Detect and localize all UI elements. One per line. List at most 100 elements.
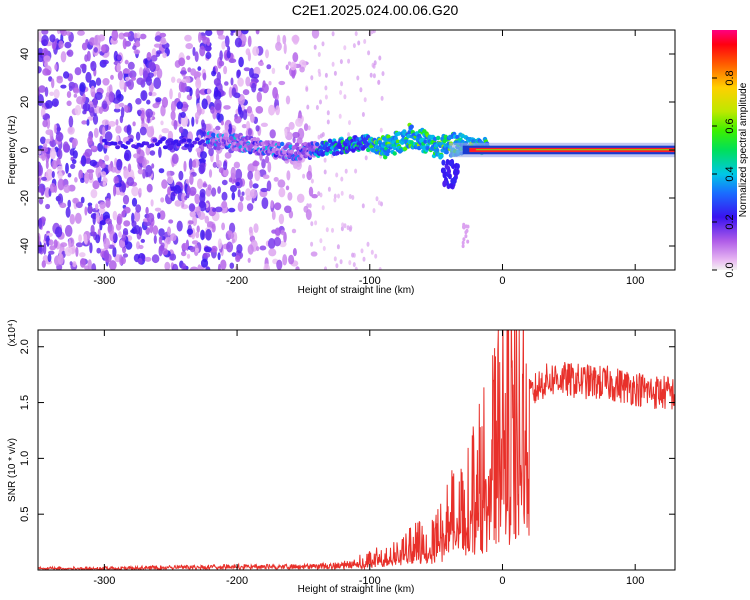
spectrogram-noise-cell	[91, 263, 97, 270]
spectrogram-noise-cell	[124, 59, 129, 65]
spectrogram-x-tick-label: -300	[93, 275, 115, 287]
spectrogram-noise-cell	[265, 49, 269, 59]
spectrogram-noise-cell	[79, 258, 86, 268]
spectrogram-noise-cell	[351, 195, 355, 200]
spectrogram-noise-cell	[145, 227, 150, 235]
spectrogram-noise-cell	[231, 252, 237, 257]
spectrogram-noise-cell	[216, 30, 224, 37]
spectrogram-noise-cell	[306, 104, 310, 110]
spectrogram-noise-cell	[206, 88, 211, 95]
spectrogram-noise-cell	[105, 198, 111, 208]
spectrogram-noise-cell	[348, 260, 352, 266]
spectrogram-noise-cell	[38, 164, 43, 176]
spectrogram-noise-cell	[200, 229, 205, 241]
spectrogram-noise-cell	[161, 96, 168, 108]
spectrogram-signal-cell	[396, 131, 402, 136]
spectrogram-noise-cell	[99, 201, 106, 209]
spectrogram-noise-cell	[310, 178, 314, 184]
spectrogram-noise-cell	[63, 184, 71, 193]
spectrogram-noise-cell	[235, 181, 240, 187]
spectrogram-noise-cell	[133, 225, 141, 235]
spectrogram-noise-cell	[310, 221, 314, 227]
spectrogram-noise-cell	[53, 89, 60, 99]
spectrogram-noise-cell	[331, 61, 335, 67]
spectrogram-noise-cell	[79, 82, 86, 93]
spectrogram-noise-cell	[158, 146, 162, 158]
spectrogram-noise-cell	[287, 192, 293, 201]
spectrogram-noise-cell	[66, 100, 72, 107]
spectrogram-noise-cell	[346, 225, 350, 231]
spectrogram-noise-cell	[140, 238, 145, 243]
spectrogram-noise-cell	[213, 90, 222, 101]
spectrogram-noise-cell	[339, 59, 343, 65]
spectrogram-noise-cell	[210, 106, 215, 114]
spectrogram-noise-cell	[149, 150, 156, 156]
spectrogram-noise-cell	[295, 117, 303, 127]
spectrogram-noise-cell	[63, 71, 70, 79]
spectrogram-noise-cell	[62, 141, 69, 153]
spectrogram-noise-cell	[297, 128, 305, 140]
spectrogram-noise-cell	[41, 260, 46, 268]
colorbar-tick-label: 0.0	[724, 262, 736, 277]
spectrogram-noise-cell	[42, 143, 48, 148]
spectrogram-noise-cell	[38, 235, 41, 247]
spectrogram-noise-cell	[236, 244, 243, 254]
spectrogram-noise-cell	[352, 252, 356, 258]
spectrogram-noise-cell	[120, 106, 125, 118]
spectrogram-noise-cell	[249, 188, 258, 199]
spectrogram-signal-cell	[392, 145, 397, 151]
spectrogram-noise-cell	[129, 72, 133, 78]
spectrogram-noise-cell	[200, 151, 207, 160]
spectrogram-noise-cell	[67, 199, 71, 208]
spectrogram-noise-cell	[248, 226, 253, 234]
spectrogram-noise-cell	[102, 59, 109, 65]
spectrogram-noise-cell	[136, 109, 142, 116]
spectrogram-noise-cell	[115, 125, 122, 134]
spectrogram-noise-cell	[181, 192, 187, 203]
spectrogram-noise-cell	[340, 81, 344, 87]
spectrogram-noise-cell	[123, 32, 131, 37]
spectrogram-noise-cell	[247, 257, 251, 263]
spectrogram-noise-cell	[64, 246, 73, 257]
spectrogram-noise-cell	[263, 263, 270, 270]
spectrogram-noise-cell	[38, 246, 43, 254]
spectrogram-noise-cell	[65, 31, 72, 36]
spectrogram-noise-cell	[275, 41, 282, 52]
spectrogram-noise-cell	[122, 194, 130, 205]
spectrogram-signal-cell	[443, 179, 448, 186]
spectrogram-noise-cell	[75, 246, 79, 257]
spectrogram-noise-cell	[78, 169, 84, 180]
spectrogram-noise-cell	[170, 191, 176, 202]
spectrogram-noise-cell	[314, 220, 318, 226]
spectrogram-noise-cell	[317, 134, 321, 140]
spectrogram-noise-cell	[74, 177, 78, 183]
spectrogram-noise-cell	[144, 256, 152, 262]
spectrogram-y-tick-label: 40	[19, 48, 31, 60]
spectrogram-noise-cell	[124, 149, 132, 162]
spectrogram-noise-cell	[296, 137, 303, 145]
spectrogram-noise-cell	[166, 236, 171, 245]
spectrogram-noise-cell	[283, 43, 287, 55]
spectrogram-signal-cell	[393, 136, 398, 141]
spectrogram-noise-cell	[381, 71, 385, 77]
spectrogram-y-axis-label: Frequency (Hz)	[7, 116, 18, 185]
spectrogram-noise-cell	[317, 52, 321, 57]
spectrogram-noise-cell	[234, 37, 242, 48]
spectrogram-noise-cell	[123, 220, 131, 227]
spectrogram-signal-cell	[165, 139, 171, 144]
spectrogram-noise-cell	[252, 160, 260, 167]
spectrogram-noise-cell	[46, 117, 51, 129]
spectrogram-noise-cell	[243, 67, 251, 72]
spectrogram-noise-cell	[137, 168, 144, 175]
spectrogram-noise-cell	[186, 228, 194, 235]
spectrogram-noise-cell	[112, 210, 118, 221]
spectrogram-noise-cell	[291, 228, 297, 234]
spectrogram-noise-cell	[96, 247, 101, 254]
spectrogram-noise-cell	[285, 64, 289, 71]
spectrogram-noise-cell	[160, 37, 166, 44]
spectrogram-noise-cell	[113, 175, 119, 184]
spectrogram-noise-cell	[51, 98, 59, 107]
spectrogram-noise-cell	[45, 168, 54, 181]
snr-y-axis-label: SNR (10 * v/v)	[7, 438, 18, 502]
spectrogram-noise-cell	[198, 164, 205, 175]
